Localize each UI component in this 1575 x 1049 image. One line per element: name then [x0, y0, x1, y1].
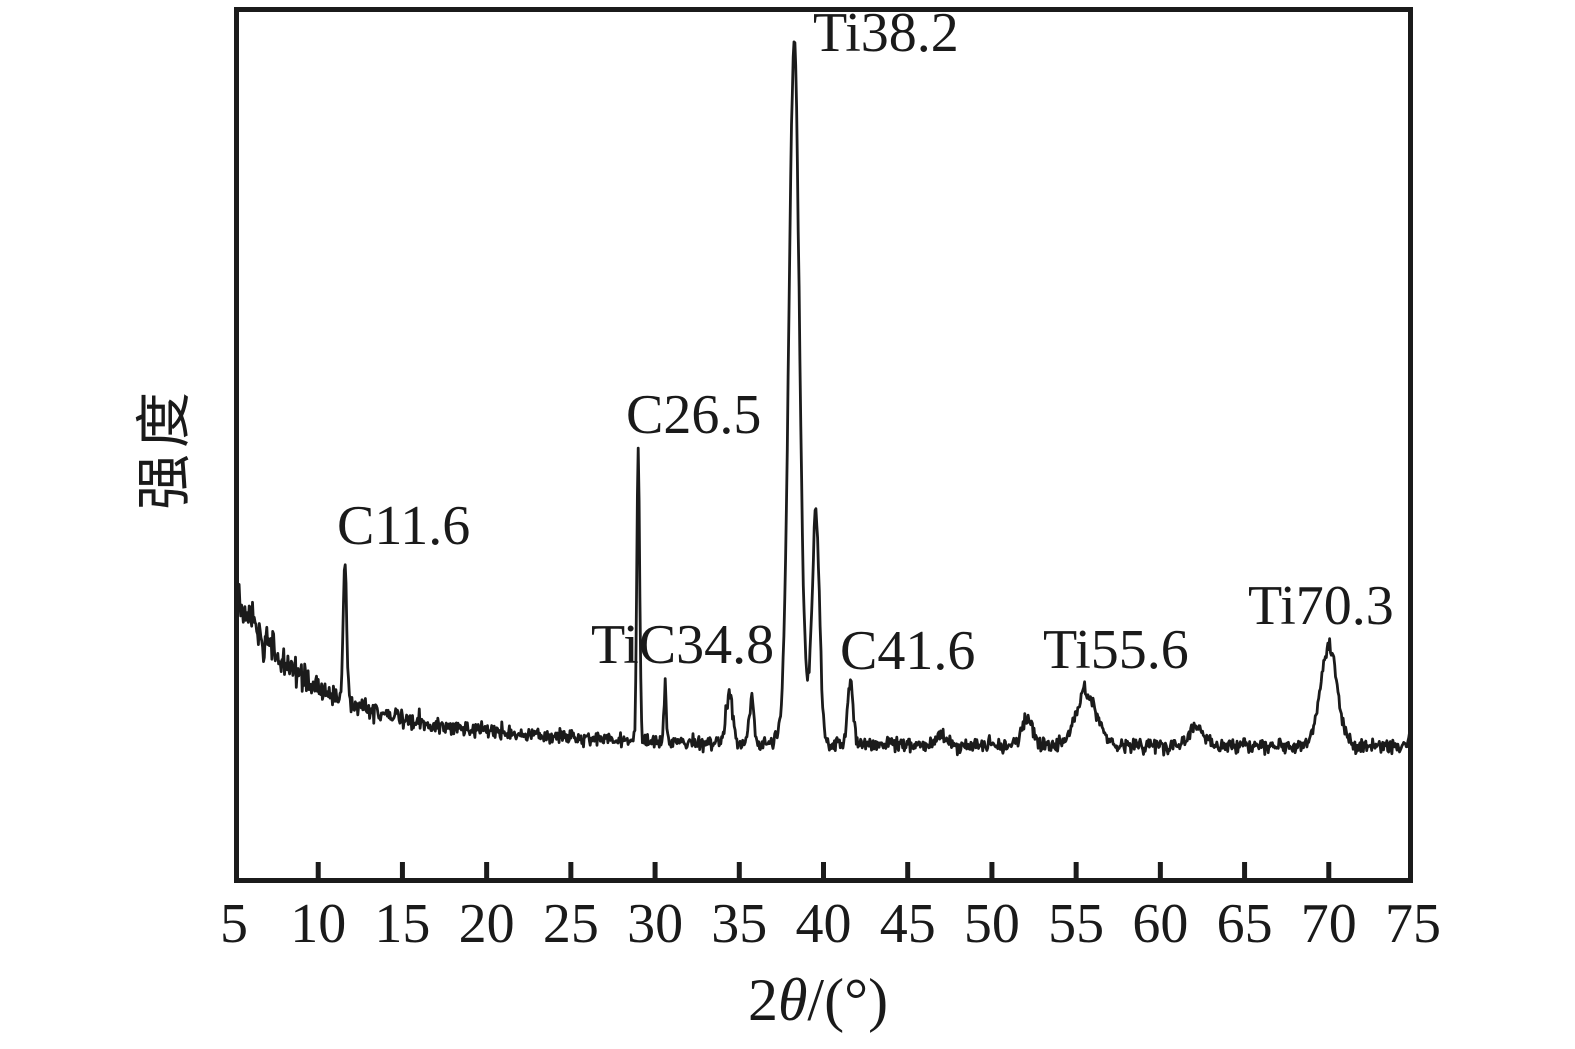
x-tick-label-65: 65: [1216, 893, 1273, 955]
x-axis-title: 2θ/(°): [748, 966, 888, 1035]
peak-label-C11.6: C11.6: [337, 495, 471, 557]
x-tick-label-40: 40: [795, 893, 852, 955]
peak-label-Ti70.3: Ti70.3: [1248, 575, 1394, 637]
x-tick-label-15: 15: [374, 893, 431, 955]
x-tick-label-50: 50: [963, 893, 1020, 955]
xrd-trace: [238, 40, 1409, 757]
x-tick-label-30: 30: [627, 893, 684, 955]
peak-label-TiC34.8: TiC34.8: [591, 614, 775, 676]
peak-label-Ti38.2: Ti38.2: [813, 2, 959, 64]
x-tick-label-55: 55: [1048, 893, 1105, 955]
peak-label-C26.5: C26.5: [626, 384, 762, 446]
x-tick-label-10: 10: [290, 893, 347, 955]
x-tick-label-20: 20: [458, 893, 515, 955]
plot-border: [234, 7, 1413, 883]
x-tick-label-75: 75: [1385, 893, 1441, 955]
y-axis-title: 强度: [132, 386, 198, 510]
peak-label-Ti55.6: Ti55.6: [1043, 619, 1189, 681]
x-tick-label-60: 60: [1132, 893, 1189, 955]
x-tick-label-45: 45: [879, 893, 936, 955]
x-axis-title-suffix: /(°): [807, 967, 889, 1033]
x-axis-title-prefix: 2: [747, 967, 778, 1033]
x-tick-label-25: 25: [542, 893, 599, 955]
x-axis-title-theta-symbol: θ: [777, 967, 808, 1033]
x-tick-label-35: 35: [711, 893, 768, 955]
peak-label-C41.6: C41.6: [840, 620, 976, 682]
x-tick-label-5: 5: [220, 893, 248, 955]
x-tick-label-70: 70: [1300, 893, 1357, 955]
